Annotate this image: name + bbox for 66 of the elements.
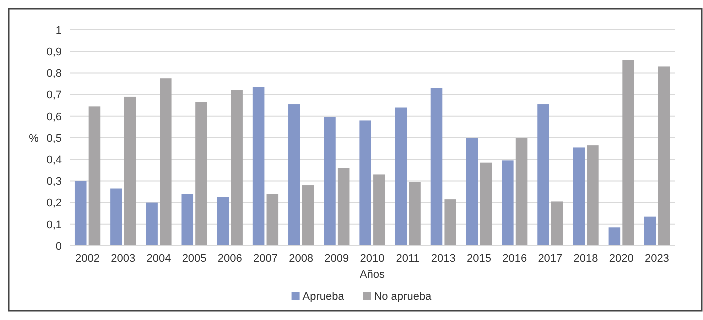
- bar: [409, 182, 421, 246]
- bar: [374, 174, 386, 246]
- bar: [324, 117, 336, 246]
- y-tick-label: 1: [56, 24, 62, 37]
- x-tick-label: 2023: [644, 253, 670, 265]
- x-tick-label: 2008: [289, 253, 314, 265]
- bar: [573, 148, 585, 246]
- y-tick-label: 0: [56, 240, 62, 253]
- bar: [252, 87, 265, 246]
- x-tick-label: 2017: [538, 253, 563, 265]
- bar: [516, 138, 528, 246]
- x-tick-label: 2005: [182, 253, 207, 265]
- y-tick-label: 0,3: [46, 176, 62, 188]
- x-tick-label: 2006: [218, 253, 242, 265]
- bar: [622, 60, 634, 246]
- bar: [124, 96, 136, 246]
- x-tick-label: 2007: [253, 253, 278, 265]
- y-tick-label: 0,1: [46, 219, 62, 232]
- bar: [360, 120, 372, 246]
- y-tick-label: 0,8: [46, 68, 62, 80]
- x-axis-title: Años: [360, 269, 386, 281]
- y-tick-label: 0,5: [46, 132, 62, 145]
- bar: [551, 202, 564, 246]
- bar: [658, 66, 670, 246]
- y-tick-label: 0,2: [46, 198, 62, 210]
- bar: [110, 188, 122, 246]
- x-tick-label: 2018: [574, 253, 598, 265]
- bar: [74, 181, 87, 246]
- x-tick-label: 2003: [111, 253, 136, 265]
- bar: [217, 197, 230, 246]
- bar: [266, 194, 279, 246]
- bar: [466, 138, 478, 246]
- legend-label: Aprueba: [302, 291, 346, 303]
- bar: [231, 90, 243, 246]
- x-tick-label: 2009: [324, 253, 350, 265]
- bar: [502, 160, 514, 246]
- bar: [182, 194, 194, 246]
- y-tick-label: 0,4: [46, 154, 62, 166]
- bar: [160, 78, 172, 246]
- bar: [644, 216, 656, 246]
- x-tick-label: 2002: [76, 253, 100, 265]
- bar: [587, 146, 599, 246]
- x-tick-label: 2013: [431, 253, 456, 265]
- y-axis-title: %: [29, 132, 40, 145]
- x-tick-label: 2015: [467, 253, 492, 265]
- x-tick-label: 2010: [360, 253, 385, 265]
- bar: [196, 102, 208, 246]
- bar: [146, 202, 158, 246]
- legend-label: No aprueba: [374, 291, 433, 303]
- y-tick-label: 0,6: [46, 111, 62, 124]
- bar: [538, 104, 550, 246]
- bar: [302, 186, 314, 246]
- x-tick-label: 2011: [396, 253, 420, 265]
- y-tick-label: 0,7: [46, 90, 62, 102]
- bar: [395, 108, 408, 246]
- bar: [444, 200, 456, 246]
- y-tick-label: 0,9: [46, 46, 62, 58]
- x-tick-label: 2020: [609, 253, 634, 265]
- x-tick-label: 2016: [502, 253, 528, 265]
- bar: [430, 88, 443, 246]
- bar: [338, 168, 350, 246]
- bar: [288, 104, 300, 246]
- bar: [608, 228, 621, 246]
- bar: [480, 162, 492, 246]
- bar: [88, 106, 101, 246]
- x-tick-label: 2004: [146, 253, 172, 265]
